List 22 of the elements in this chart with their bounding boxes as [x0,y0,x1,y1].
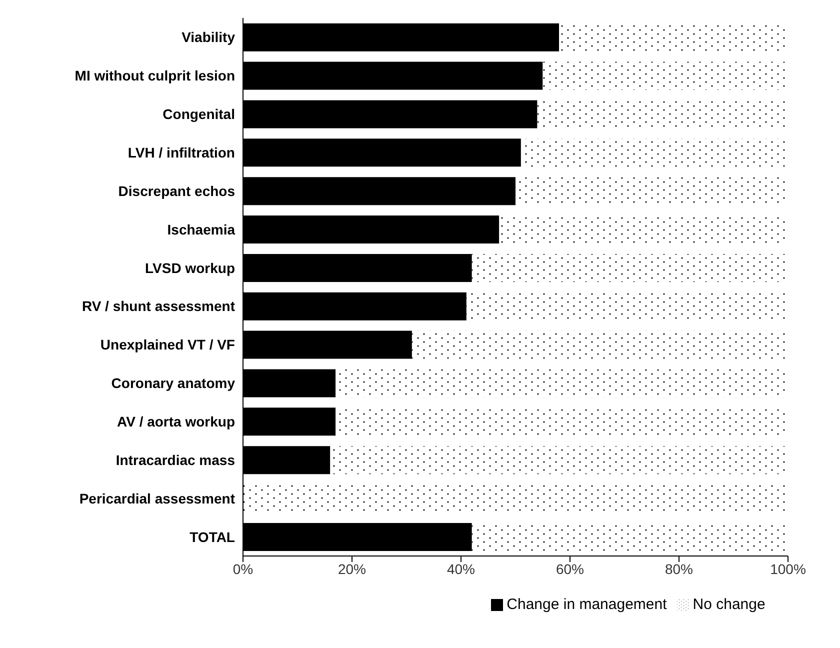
x-tick-label: 20% [338,560,366,577]
x-tick-label: 60% [556,560,584,577]
legend-label: No change [692,596,766,613]
y-tick-label: Discrepant echos [118,182,236,199]
x-tick-label: 0% [232,560,254,577]
y-tick-label: Viability [182,29,236,46]
x-tick-label: 40% [446,560,476,577]
x-tick-label: 100% [770,560,806,577]
y-tick-label: Pericardial assessment [79,490,236,506]
y-tick-label: TOTAL [190,528,236,545]
y-tick-label: MI without culprit lesion [74,68,235,84]
y-tick-label: Unexplained VT / VF [100,336,236,353]
y-tick-label: Congenital [162,106,235,122]
y-tick-label: LVH / infiltration [128,144,235,160]
y-tick-label: LVSD workup [145,260,235,276]
y-tick-label: RV / shunt assessment [82,298,236,314]
y-tick-label: Coronary anatomy [111,375,236,392]
y-tick-label: AV / aorta workup [117,413,235,430]
y-tick-label: Ischaemia [167,221,236,238]
legend-label: Change in management [506,596,667,613]
y-tick-label: Intracardiac mass [116,452,236,468]
x-tick-label: 80% [664,560,694,577]
